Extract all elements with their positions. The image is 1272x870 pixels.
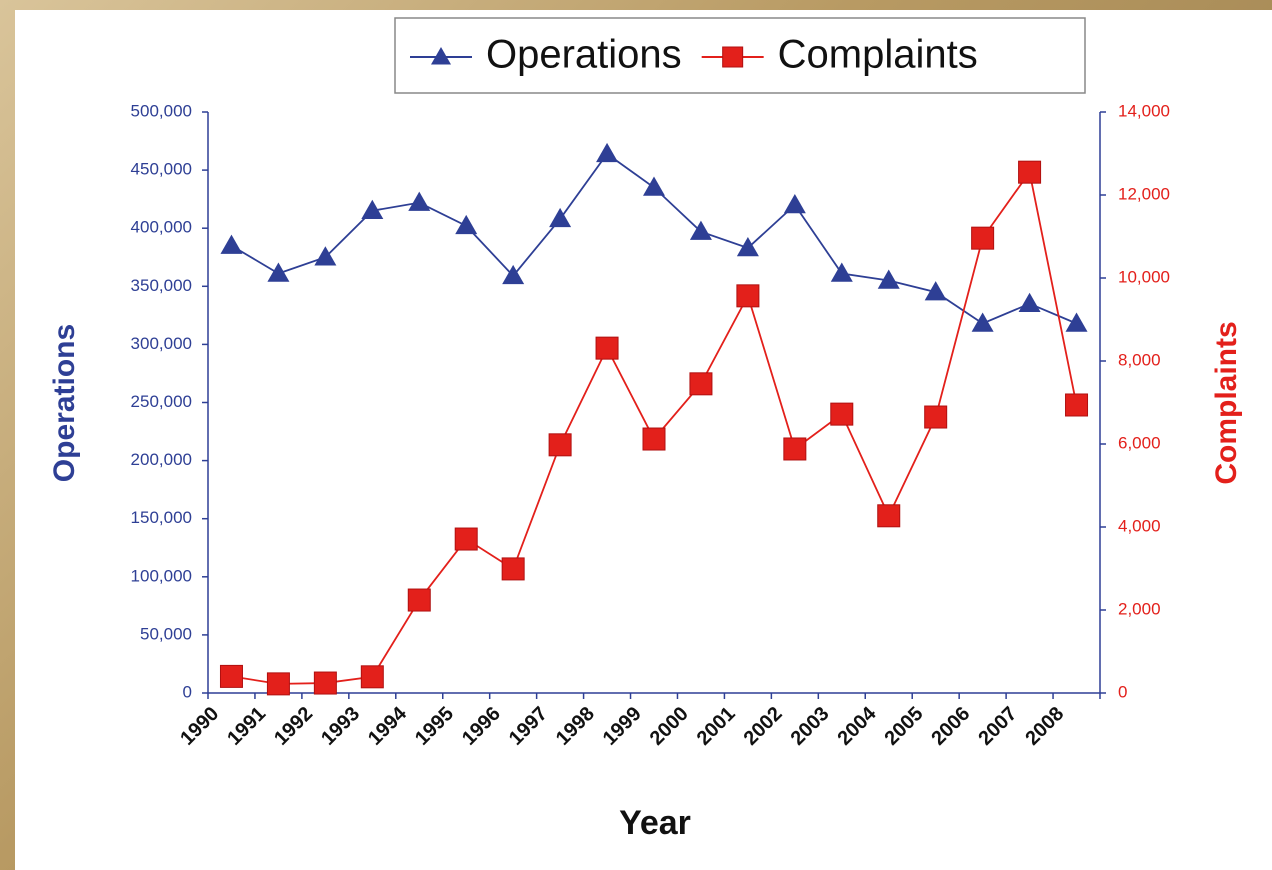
data-point (971, 312, 994, 332)
y-tick-label: 450,000 (131, 160, 192, 179)
data-point (689, 220, 712, 240)
data-point (642, 427, 666, 451)
y-tick-label: 100,000 (131, 566, 192, 585)
y-tick-label: 200,000 (131, 450, 192, 469)
data-point (502, 264, 525, 285)
y-tick-label: 300,000 (131, 334, 192, 353)
data-point (549, 207, 572, 228)
y-tick-label: 50,000 (140, 624, 192, 643)
data-point (266, 672, 290, 696)
data-point (1065, 393, 1089, 417)
y-tick-label: 400,000 (131, 218, 192, 237)
data-point (548, 433, 572, 457)
y2-tick-label: 4,000 (1118, 516, 1161, 535)
y2-tick-label: 12,000 (1118, 184, 1170, 203)
legend-marker (722, 46, 744, 68)
data-point (783, 193, 806, 214)
y2-tick-label: 2,000 (1118, 599, 1161, 618)
data-point (408, 191, 431, 211)
data-point (924, 405, 948, 429)
data-point (455, 214, 478, 235)
y-tick-label: 350,000 (131, 276, 192, 295)
data-point (924, 281, 947, 301)
y2-axis-title: Complaints (1210, 321, 1243, 484)
x-axis-title: Year (619, 804, 691, 842)
data-point (454, 527, 478, 551)
data-point (971, 226, 995, 250)
data-point (877, 269, 900, 289)
y2-tick-label: 0 (1118, 682, 1127, 701)
y-tick-label: 250,000 (131, 392, 192, 411)
y-tick-label: 150,000 (131, 508, 192, 527)
data-point (877, 504, 901, 528)
data-point (361, 199, 384, 220)
data-point (219, 664, 243, 688)
y-axis-title: Operations (48, 324, 81, 482)
data-point (689, 372, 713, 396)
legend-marker (431, 47, 451, 65)
data-point (313, 671, 337, 695)
legend-label: Operations (486, 33, 682, 77)
data-point (736, 284, 760, 308)
data-point (595, 336, 619, 360)
data-point (220, 234, 243, 254)
data-point (501, 557, 525, 581)
data-point (267, 262, 290, 282)
legend-label: Complaints (778, 33, 978, 77)
data-point (314, 246, 337, 266)
data-point (830, 402, 854, 426)
data-point (1018, 292, 1041, 312)
data-point (596, 142, 619, 163)
data-point (360, 665, 384, 689)
y2-tick-label: 6,000 (1118, 433, 1161, 452)
y-tick-label: 500,000 (131, 101, 192, 120)
data-point (736, 236, 759, 257)
data-point (1065, 312, 1088, 332)
data-point (1018, 160, 1042, 184)
data-point (643, 176, 665, 196)
data-point (783, 437, 807, 461)
y2-tick-label: 14,000 (1118, 101, 1170, 120)
y2-tick-label: 8,000 (1118, 350, 1161, 369)
data-point (830, 262, 853, 282)
y2-tick-label: 10,000 (1118, 267, 1170, 286)
data-point (407, 588, 431, 612)
y-tick-label: 0 (183, 682, 192, 701)
